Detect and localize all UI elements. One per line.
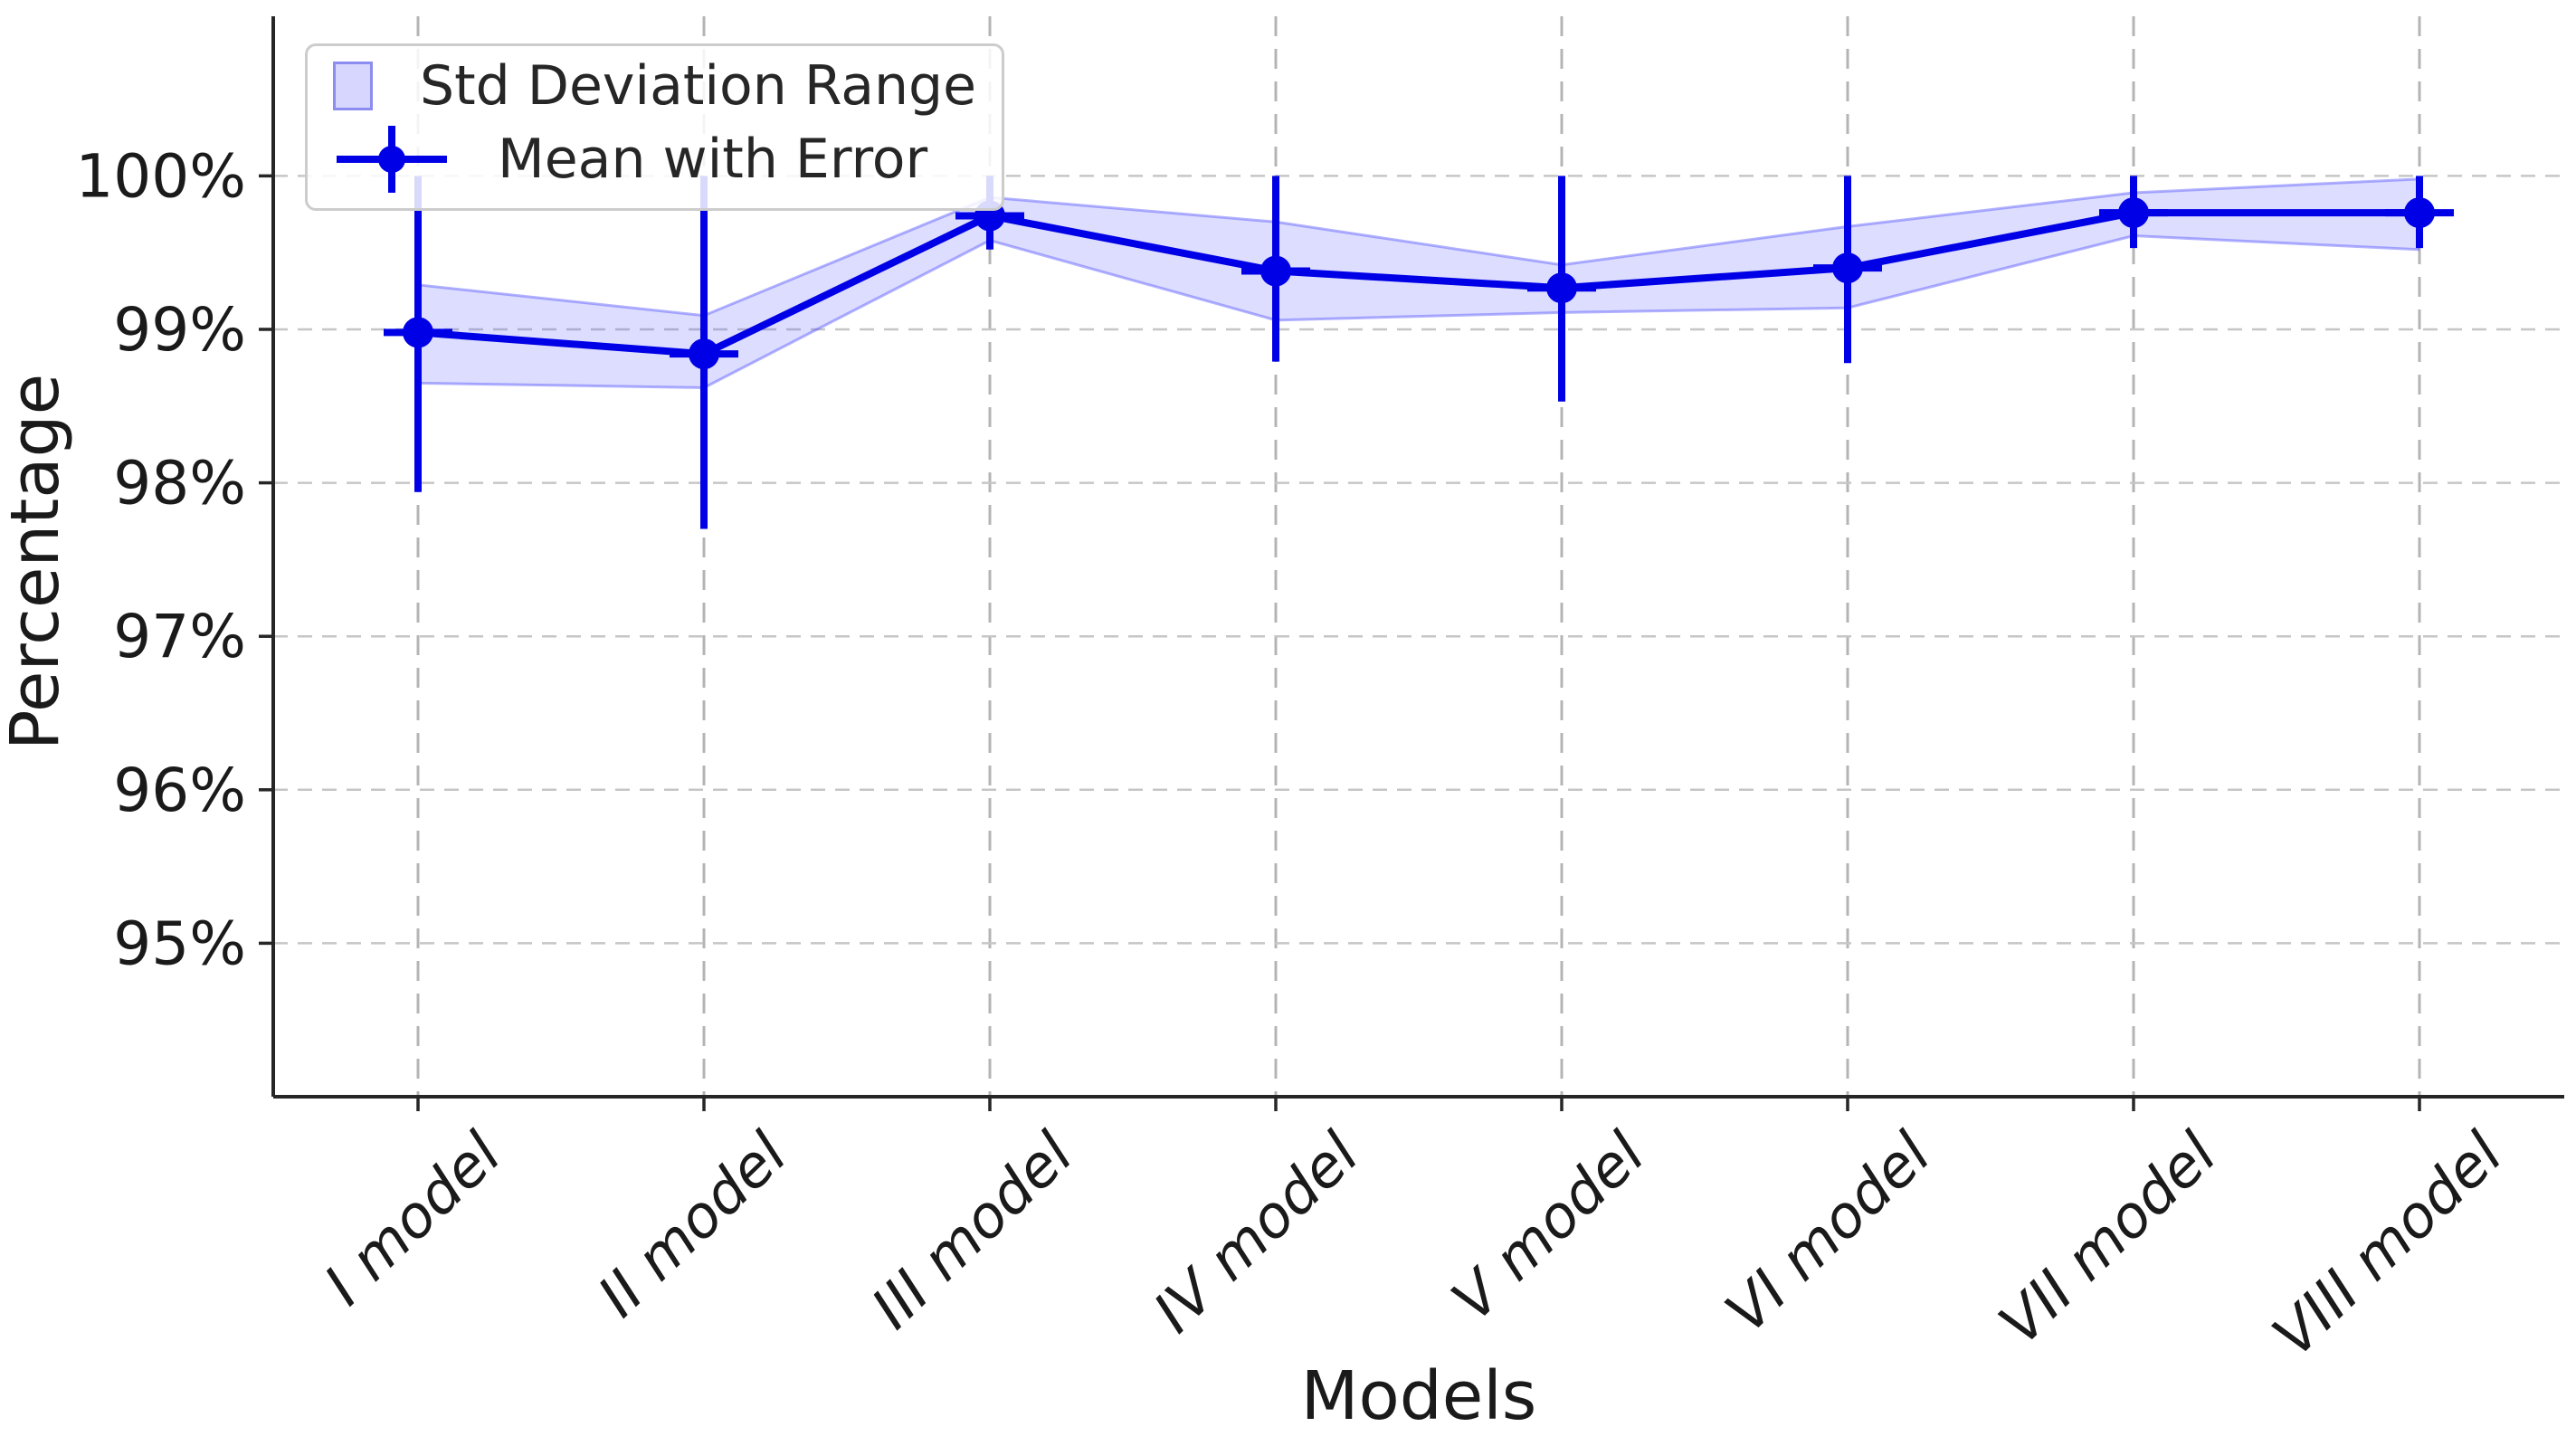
y-tick-label: 96% xyxy=(113,756,246,825)
data-point-marker xyxy=(2404,197,2435,229)
data-point-marker xyxy=(1546,272,1577,304)
legend-label-band: Std Deviation Range xyxy=(420,53,976,118)
data-point-marker xyxy=(2118,197,2149,229)
y-tick-label: 98% xyxy=(113,449,246,518)
axes-spines xyxy=(271,16,2564,1099)
errorbar-swatch-icon xyxy=(337,126,447,194)
x-tick-label: I model xyxy=(312,1120,514,1318)
std-band-lower-edge xyxy=(417,234,2420,389)
mean-line xyxy=(417,209,2419,358)
y-tick-label: 100% xyxy=(75,141,246,211)
band-swatch-icon xyxy=(333,61,373,110)
std-band-area xyxy=(418,178,2419,388)
y-tick-label: 99% xyxy=(113,295,246,365)
data-points xyxy=(403,197,2435,370)
x-tick-label: II model xyxy=(586,1120,801,1330)
x-tick-label: III model xyxy=(860,1120,1086,1342)
data-point-marker xyxy=(403,317,433,348)
tick-marks xyxy=(259,174,2421,1111)
x-tick-label: V model xyxy=(1440,1120,1658,1334)
mean-polyline xyxy=(417,209,2419,358)
std-band-upper-edge xyxy=(417,177,2420,318)
y-tick-label: 97% xyxy=(113,602,246,671)
x-tick-label: VII model xyxy=(1987,1120,2229,1358)
x-tick-label: VIII model xyxy=(2260,1120,2515,1370)
legend-label-mean: Mean with Error xyxy=(498,128,928,192)
y-tick-label: 95% xyxy=(113,909,246,978)
x-axis-label: Models xyxy=(1301,1357,1537,1435)
legend-item-mean: Mean with Error xyxy=(333,119,976,200)
data-point-marker xyxy=(1260,255,1291,287)
std-deviation-band xyxy=(417,177,2420,389)
x-tick-label: IV model xyxy=(1142,1120,1373,1346)
horizontal-gridlines xyxy=(273,175,2564,945)
data-point-marker xyxy=(1832,252,1863,284)
legend: Std Deviation Range Mean with Error xyxy=(305,43,1004,211)
x-tick-label: VI model xyxy=(1714,1120,1944,1346)
legend-item-std-band: Std Deviation Range xyxy=(333,54,976,118)
data-point-marker xyxy=(689,338,719,370)
y-axis-label: Percentage xyxy=(0,374,74,750)
